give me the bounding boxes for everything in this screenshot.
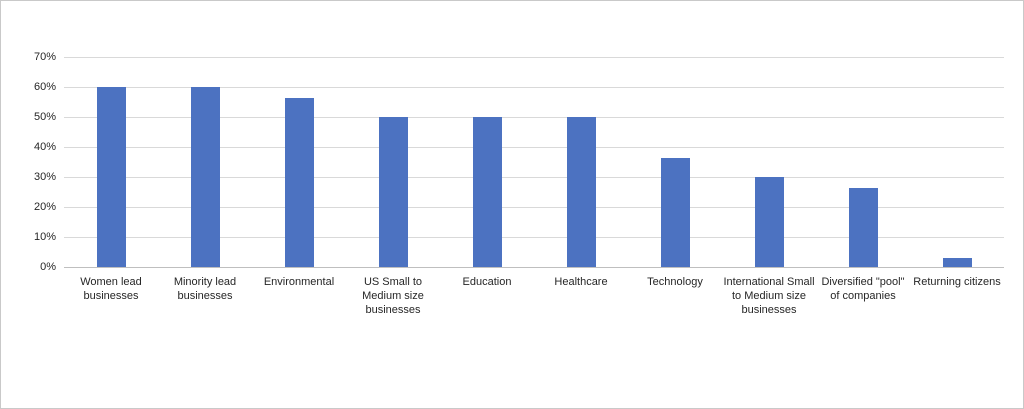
bar-cell <box>816 57 910 267</box>
bar-cell <box>440 57 534 267</box>
x-axis-category-label: Education <box>462 276 512 288</box>
bar-cell <box>252 57 346 267</box>
x-axis-category-label: US Small to Medium size businesses <box>362 276 424 316</box>
bar <box>660 157 690 267</box>
bar-cell <box>722 57 816 267</box>
y-tick-label: 60% <box>33 81 56 93</box>
x-axis-labels: Women lead businesses Minority lead busin… <box>64 275 1004 317</box>
x-axis-category-label: Returning citizens <box>913 276 1001 288</box>
x-axis-category-label: International Small to Medium size busin… <box>723 276 815 316</box>
y-tick-label: 10% <box>33 231 56 243</box>
bar <box>472 117 502 267</box>
gridline <box>64 117 1004 118</box>
x-axis-line <box>64 267 1004 268</box>
y-tick-label: 50% <box>33 111 56 123</box>
bar <box>378 117 408 267</box>
plot-area <box>64 57 1004 268</box>
y-tick-label: 0% <box>40 261 56 273</box>
bar-cell <box>158 57 252 267</box>
x-axis-category-label: Women lead businesses <box>80 276 142 302</box>
gridline <box>64 147 1004 148</box>
x-axis-category-label: Healthcare <box>554 276 608 288</box>
bar-cell <box>910 57 1004 267</box>
bar-cell <box>346 57 440 267</box>
y-tick-label: 30% <box>33 171 56 183</box>
gridline <box>64 87 1004 88</box>
y-tick-label: 70% <box>33 51 56 63</box>
gridline <box>64 237 1004 238</box>
bar <box>190 87 220 267</box>
bar <box>754 177 784 267</box>
x-axis-category-label: Environmental <box>263 276 335 288</box>
gridline <box>64 177 1004 178</box>
gridline <box>64 57 1004 58</box>
bar <box>942 258 972 267</box>
bar <box>284 97 314 267</box>
bar <box>848 187 878 267</box>
bar <box>566 117 596 267</box>
x-axis-category-label: Diversified "pool" of companies <box>821 276 905 302</box>
bar-cell <box>534 57 628 267</box>
bars-row <box>64 57 1004 267</box>
y-tick-label: 20% <box>33 201 56 213</box>
bar-cell <box>628 57 722 267</box>
gridline <box>64 207 1004 208</box>
bar <box>96 87 126 267</box>
x-axis-category-label: Technology <box>647 276 703 288</box>
x-axis-category-label: Minority lead businesses <box>173 276 237 302</box>
bar-cell <box>64 57 158 267</box>
y-tick-label: 40% <box>33 141 56 153</box>
